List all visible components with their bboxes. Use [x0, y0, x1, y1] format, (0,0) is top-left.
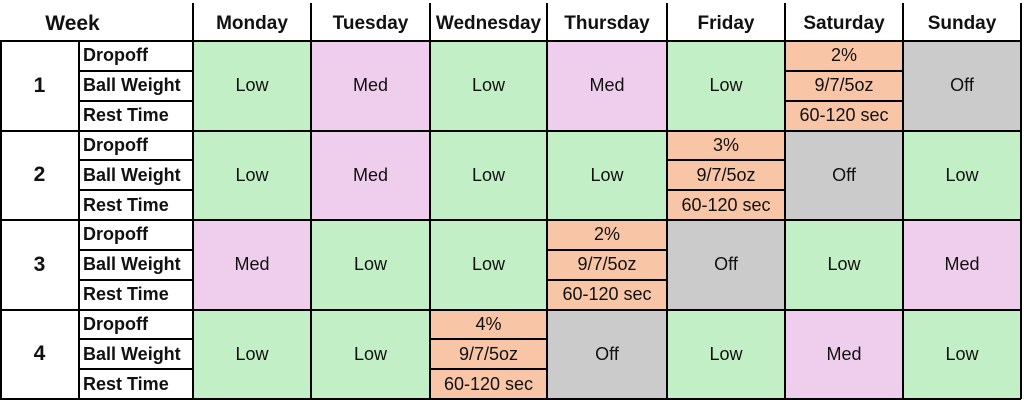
- detail-rest-time: 60-120 sec: [547, 279, 667, 310]
- metric-label-ball-weight: Ball Weight: [83, 164, 181, 185]
- grid-line: [79, 69, 193, 72]
- intensity-cell: Med: [311, 130, 430, 220]
- intensity-cell: Low: [193, 130, 311, 220]
- day-header-saturday: Saturday: [803, 13, 885, 34]
- day-header-monday: Monday: [216, 13, 288, 34]
- detail-dropoff: 4%: [430, 309, 547, 340]
- detail-dropoff: 2%: [547, 220, 667, 250]
- intensity-cell: Off: [667, 220, 785, 310]
- metric-label-dropoff: Dropoff: [83, 45, 148, 66]
- week-number: 2: [33, 163, 46, 187]
- metric-label-dropoff: Dropoff: [83, 224, 148, 245]
- day-header-wednesday: Wednesday: [435, 13, 542, 34]
- grid-line: [666, 3, 668, 399]
- intensity-cell: Low: [430, 130, 547, 220]
- detail-ball-weight: 9/7/5oz: [785, 70, 903, 101]
- metric-label-dropoff: Dropoff: [83, 313, 148, 334]
- detail-ball-weight: 9/7/5oz: [667, 160, 785, 191]
- intensity-cell: Off: [785, 130, 903, 220]
- grid-line: [667, 189, 785, 192]
- detail-ball-weight: 9/7/5oz: [430, 339, 547, 370]
- intensity-cell: Off: [547, 309, 667, 399]
- intensity-cell: Low: [311, 309, 430, 399]
- grid-line: [310, 3, 312, 399]
- grid-line: [79, 278, 193, 281]
- metric-label-rest-time: Rest Time: [83, 105, 169, 126]
- grid-line: [78, 41, 80, 399]
- intensity-cell: Low: [547, 130, 667, 220]
- week-number: 4: [33, 342, 46, 366]
- intensity-cell: Low: [667, 309, 785, 399]
- metric-label-ball-weight: Ball Weight: [83, 75, 181, 96]
- grid-line: [0, 398, 1021, 400]
- grid-line: [79, 248, 193, 251]
- intensity-cell: Low: [430, 220, 547, 310]
- week-number: 3: [33, 252, 46, 276]
- metric-label-rest-time: Rest Time: [83, 194, 169, 215]
- grid-line: [547, 278, 667, 281]
- grid-line: [429, 3, 431, 399]
- intensity-cell: Med: [193, 220, 311, 310]
- grid-line: [0, 129, 1021, 132]
- metric-label-dropoff: Dropoff: [83, 134, 148, 155]
- grid-line: [79, 99, 193, 102]
- metric-label-ball-weight: Ball Weight: [83, 254, 181, 275]
- intensity-cell: Low: [311, 220, 430, 310]
- intensity-cell: Med: [903, 220, 1021, 310]
- grid-line: [785, 69, 903, 72]
- grid-line: [0, 219, 1021, 221]
- grid-line: [546, 3, 548, 399]
- detail-rest-time: 60-120 sec: [785, 100, 903, 131]
- grid-line: [1020, 3, 1022, 399]
- grid-line: [79, 368, 193, 371]
- grid-line: [79, 189, 193, 192]
- grid-line: [0, 40, 1021, 42]
- grid-line: [192, 3, 194, 399]
- grid-line: [667, 159, 785, 162]
- grid-line: [0, 41, 2, 399]
- day-header-sunday: Sunday: [927, 13, 997, 34]
- grid-line: [902, 3, 904, 399]
- intensity-cell: Low: [193, 41, 311, 131]
- intensity-cell: Med: [547, 41, 667, 131]
- grid-line: [547, 248, 667, 251]
- day-header-tuesday: Tuesday: [332, 13, 409, 34]
- grid-line: [430, 368, 547, 371]
- detail-dropoff: 3%: [667, 130, 785, 161]
- metric-label-rest-time: Rest Time: [83, 284, 169, 305]
- grid-line: [0, 308, 1021, 311]
- day-header-friday: Friday: [697, 13, 755, 34]
- intensity-cell: Low: [667, 41, 785, 131]
- grid-line: [79, 159, 193, 162]
- intensity-cell: Med: [311, 41, 430, 131]
- detail-ball-weight: 9/7/5oz: [547, 249, 667, 280]
- intensity-cell: Off: [903, 41, 1021, 131]
- detail-rest-time: 60-120 sec: [430, 369, 547, 399]
- grid-line: [79, 338, 193, 341]
- metric-label-rest-time: Rest Time: [83, 373, 169, 394]
- grid-line: [784, 3, 786, 399]
- day-header-thursday: Thursday: [564, 13, 650, 34]
- detail-rest-time: 60-120 sec: [667, 190, 785, 220]
- intensity-cell: Med: [785, 309, 903, 399]
- intensity-cell: Low: [785, 220, 903, 310]
- week-number: 1: [33, 73, 46, 97]
- metric-label-ball-weight: Ball Weight: [83, 343, 181, 364]
- intensity-cell: Low: [430, 41, 547, 131]
- intensity-cell: Low: [903, 130, 1021, 220]
- grid-line: [430, 338, 547, 341]
- intensity-cell: Low: [193, 309, 311, 399]
- week-column-header: Week: [45, 12, 100, 35]
- detail-dropoff: 2%: [785, 41, 903, 71]
- grid-line: [785, 99, 903, 102]
- intensity-cell: Low: [903, 309, 1021, 399]
